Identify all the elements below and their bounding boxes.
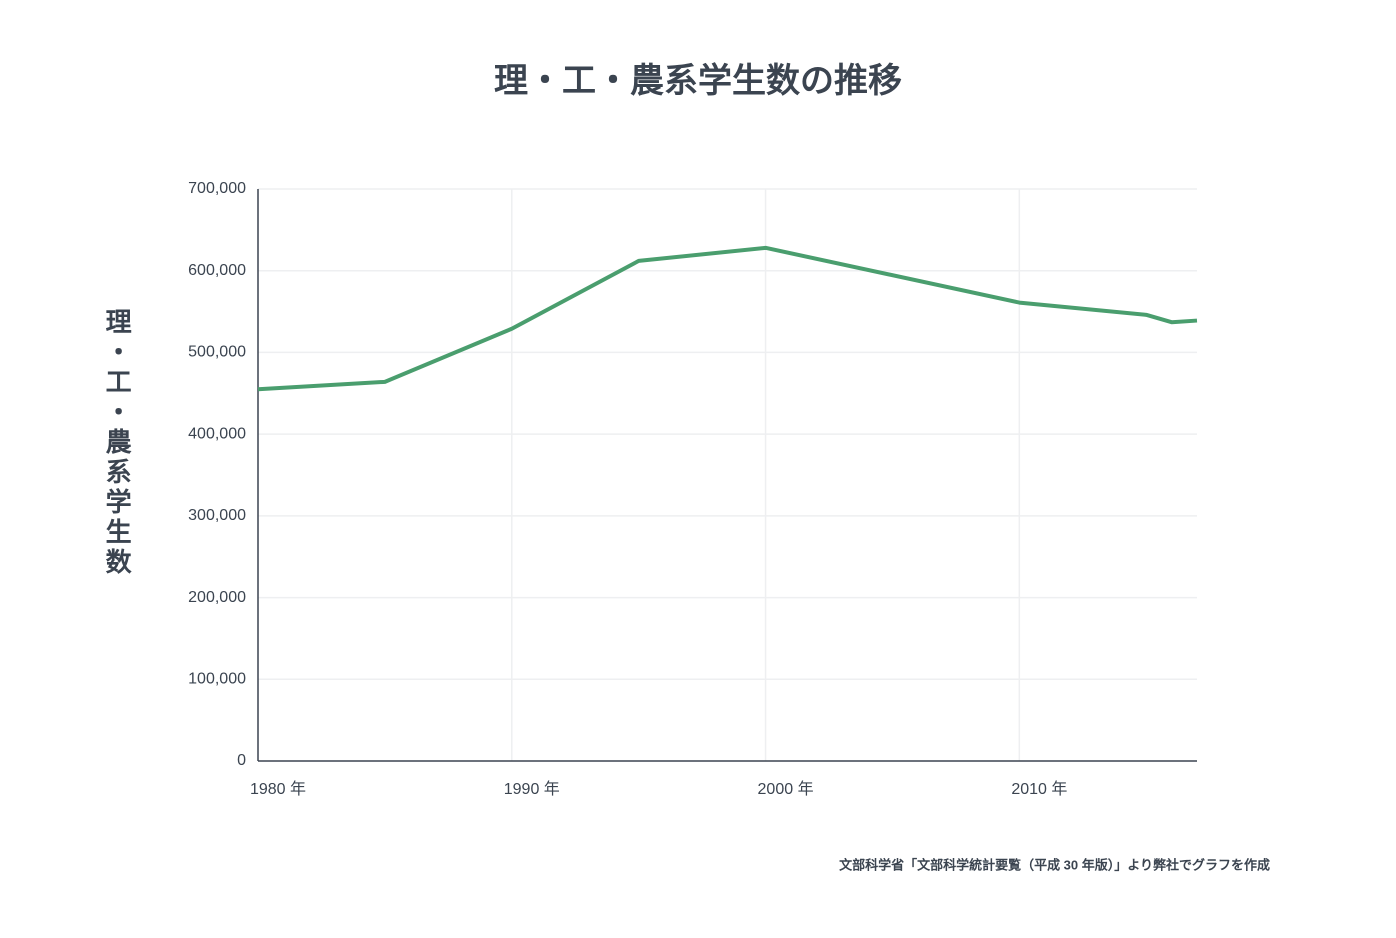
y-tick-label: 700,000	[188, 180, 246, 197]
y-tick-label: 600,000	[188, 262, 246, 279]
y-tick-label: 0	[237, 752, 246, 769]
x-tick-label: 1980 年	[250, 780, 306, 798]
y-tick-label: 200,000	[188, 589, 246, 606]
y-tick-label: 400,000	[188, 425, 246, 442]
x-tick-label: 2000 年	[758, 780, 814, 798]
y-tick-label: 500,000	[188, 344, 246, 361]
data-line	[257, 245, 1198, 392]
y-tick-label: 100,000	[188, 671, 246, 688]
y-tick-label: 300,000	[188, 507, 246, 524]
chart-title: 理・工・農系学生数の推移	[494, 61, 902, 100]
source-note: 文部科学省「文部科学統計要覧（平成 30 年版）」より弊社でグラフを作成	[839, 857, 1270, 872]
y-axis-label: 理・工・農系学生数	[102, 308, 132, 578]
x-tick-label: 2010 年	[1011, 780, 1067, 798]
x-tick-label: 1990 年	[504, 780, 560, 798]
